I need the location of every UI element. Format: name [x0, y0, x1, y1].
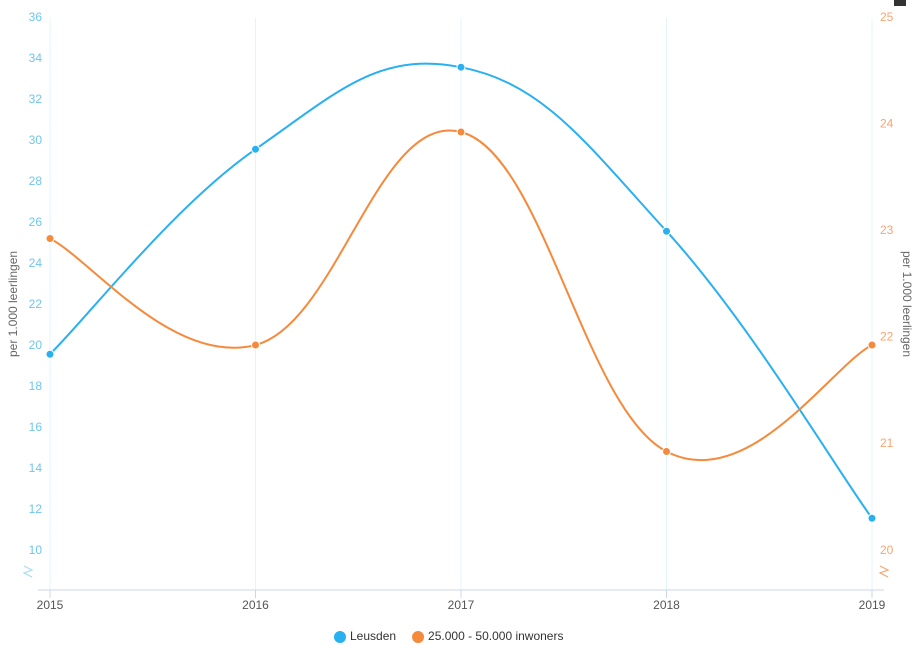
- legend-label: Leusden: [350, 629, 396, 643]
- y-tick-label: 12: [29, 502, 43, 516]
- axis-break: [22, 565, 34, 578]
- y-axis-label: per 1.000 leerlingen: [6, 251, 20, 357]
- data-point: [45, 233, 55, 243]
- x-tick-label: 2016: [242, 598, 269, 612]
- y2-tick-label: 20: [880, 543, 894, 557]
- y-tick-label: 20: [29, 338, 43, 352]
- y2-tick-label: 22: [880, 330, 894, 344]
- y-tick-label: 36: [29, 10, 43, 24]
- x-tick-label: 2015: [37, 598, 64, 612]
- legend-label: 25.000 - 50.000 inwoners: [428, 629, 563, 643]
- y-tick-label: 32: [29, 92, 43, 106]
- legend-marker: [412, 631, 425, 643]
- y2-tick-label: 21: [880, 436, 894, 450]
- y-tick-label: 14: [29, 461, 43, 475]
- data-point: [867, 513, 877, 523]
- y-tick-label: 24: [29, 256, 43, 270]
- x-tick-label: 2018: [653, 598, 680, 612]
- data-point: [662, 226, 671, 236]
- y2-axis-label: per 1.000 leerlingen: [900, 251, 912, 357]
- data-point: [456, 62, 466, 72]
- menu-icon[interactable]: [894, 0, 906, 6]
- data-point: [251, 340, 260, 350]
- y2-tick-label: 25: [880, 10, 894, 24]
- x-tick-label: 2019: [859, 598, 886, 612]
- data-point: [456, 127, 466, 137]
- y-tick-label: 22: [29, 297, 43, 311]
- axis-break: [878, 565, 890, 578]
- y-tick-label: 26: [29, 215, 43, 229]
- y-tick-label: 34: [29, 51, 43, 65]
- y-tick-label: 28: [29, 174, 43, 188]
- y-tick-label: 10: [29, 543, 43, 557]
- data-point: [251, 144, 260, 154]
- y-tick-label: 30: [29, 133, 43, 147]
- data-point: [662, 447, 671, 457]
- y2-tick-label: 23: [880, 223, 894, 237]
- y-tick-label: 16: [29, 420, 43, 434]
- x-tick-label: 2017: [448, 598, 475, 612]
- data-point: [45, 349, 55, 359]
- y2-tick-label: 24: [880, 117, 894, 131]
- y-tick-label: 18: [29, 379, 43, 393]
- legend-marker: [334, 631, 346, 643]
- data-point: [867, 340, 877, 350]
